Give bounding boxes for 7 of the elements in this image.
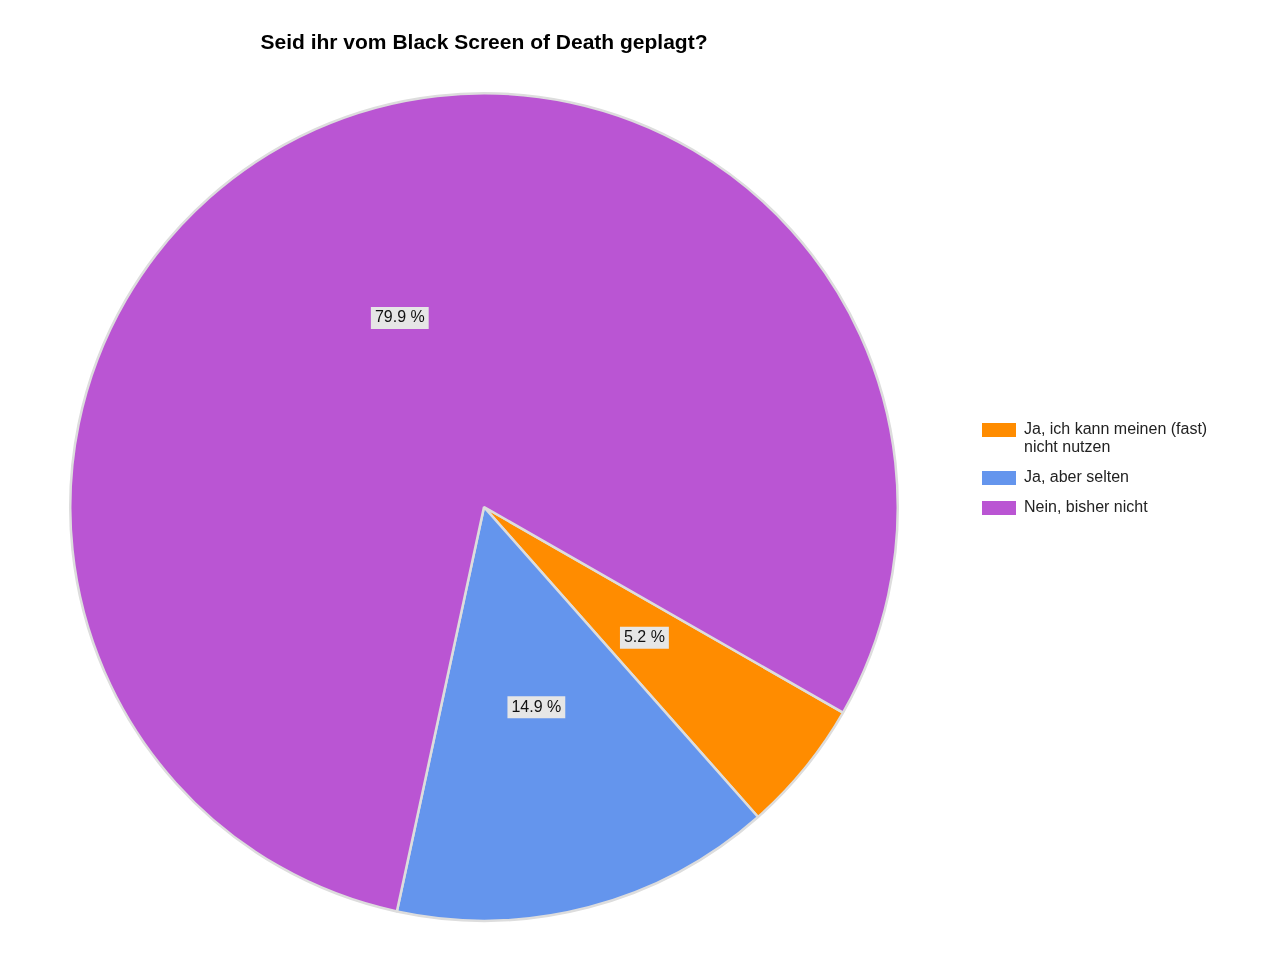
data-label: 79.9 % — [374, 308, 425, 326]
chart-title: Seid ihr vom Black Screen of Death geplagt? — [259, 30, 709, 54]
data-label: 5.2 % — [623, 628, 665, 646]
legend-label: Ja, ich kann meinen (fast) nicht nutzen — [1024, 420, 1209, 456]
legend-label: Nein, bisher nicht — [1024, 498, 1148, 516]
data-label: 14.9 % — [511, 697, 562, 715]
legend-label: Ja, aber selten — [1024, 468, 1129, 486]
